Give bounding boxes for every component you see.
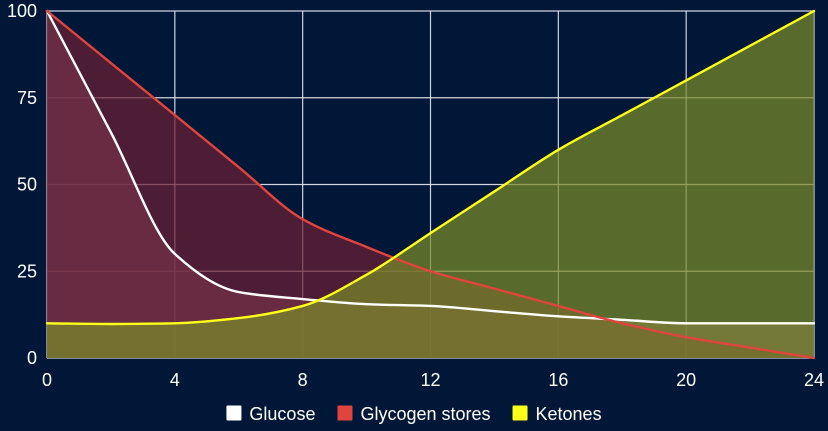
legend-item-glucose[interactable]: Glucose	[226, 404, 315, 424]
legend-label: Ketones	[536, 404, 602, 424]
series-area-glycogen-stores	[47, 11, 814, 358]
y-tick-label: 100	[7, 1, 37, 21]
series-line-glucose[interactable]	[45, 9, 816, 325]
legend-swatch	[512, 405, 528, 421]
x-tick-label: 16	[548, 370, 568, 390]
y-tick-label: 50	[17, 175, 37, 195]
legend-swatch	[337, 405, 353, 421]
x-tick-label: 12	[420, 370, 440, 390]
legend-item-glycogen-stores[interactable]: Glycogen stores	[337, 404, 491, 424]
x-tick-label: 24	[804, 370, 824, 390]
x-tick-label: 20	[676, 370, 696, 390]
axis-ticks: 0 25 50 75 100 0 4 8 12 16 20 24	[7, 1, 824, 390]
legend-item-ketones[interactable]: Ketones	[512, 404, 602, 424]
x-tick-label: 0	[42, 370, 52, 390]
series-lines	[45, 9, 816, 360]
y-tick-label: 25	[17, 261, 37, 281]
legend[interactable]: Glucose Glycogen stores Ketones	[226, 404, 602, 424]
series-line-glycogen-stores[interactable]	[45, 9, 816, 360]
y-tick-label: 75	[17, 88, 37, 108]
y-tick-label: 0	[27, 348, 37, 368]
x-tick-label: 8	[298, 370, 308, 390]
series-area-ketones	[47, 11, 814, 358]
x-tick-label: 4	[170, 370, 180, 390]
legend-label: Glycogen stores	[360, 404, 490, 424]
series-line-ketones[interactable]	[45, 9, 816, 326]
legend-label: Glucose	[249, 404, 315, 424]
legend-swatch	[226, 405, 242, 421]
